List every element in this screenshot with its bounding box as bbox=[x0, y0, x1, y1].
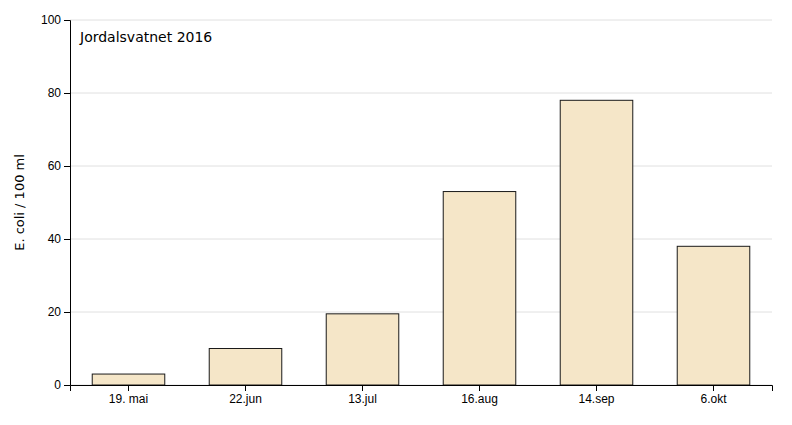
tick: 0 bbox=[54, 378, 70, 392]
tick-label: 0 bbox=[54, 378, 61, 392]
tick-mark bbox=[64, 166, 70, 167]
bar bbox=[443, 192, 516, 385]
bar bbox=[560, 100, 633, 385]
tick: 14.sep bbox=[578, 385, 614, 406]
tick-mark bbox=[362, 385, 363, 391]
tick-mark bbox=[64, 93, 70, 94]
bar bbox=[326, 314, 399, 385]
tick: 100 bbox=[41, 13, 70, 27]
tick: 40 bbox=[48, 232, 70, 246]
grid-line bbox=[70, 20, 772, 21]
grid-line bbox=[70, 239, 772, 240]
tick-mark bbox=[128, 385, 129, 391]
x-axis: 19. mai 22.jun 13.jul 16.aug 14.sep 6.okt bbox=[71, 385, 773, 406]
plot: 19. mai 22.jun 13.jul 16.aug 14.sep 6.okt 0 20 4… bbox=[41, 13, 773, 405]
tick-mark bbox=[596, 385, 597, 391]
tick-label: 6.okt bbox=[700, 392, 727, 406]
legend: Jordalsvatnet 2016 bbox=[79, 29, 212, 45]
y-axis: 0 20 40 60 80 100 bbox=[41, 13, 71, 392]
grid-line bbox=[70, 93, 772, 94]
bar bbox=[92, 374, 165, 385]
bars bbox=[92, 100, 750, 385]
y-axis-title: E. coli / 100 ml bbox=[12, 154, 27, 251]
tick-mark bbox=[245, 385, 246, 391]
tick-label: 80 bbox=[48, 86, 62, 100]
axis-line bbox=[71, 386, 773, 392]
tick-mark bbox=[64, 20, 70, 21]
tick: 20 bbox=[48, 305, 70, 319]
tick: 19. mai bbox=[109, 385, 148, 406]
axis-line bbox=[64, 21, 71, 386]
tick-mark bbox=[64, 385, 70, 386]
tick-mark bbox=[713, 385, 714, 391]
tick: 16.aug bbox=[461, 385, 498, 406]
grid-line bbox=[70, 312, 772, 313]
bar bbox=[677, 246, 750, 385]
tick-mark bbox=[479, 385, 480, 391]
tick-label: 20 bbox=[48, 305, 62, 319]
tick-label: 19. mai bbox=[109, 392, 148, 406]
tick-label: 40 bbox=[48, 232, 62, 246]
tick-label: 16.aug bbox=[461, 392, 498, 406]
tick-mark bbox=[64, 239, 70, 240]
legend-entry: Jordalsvatnet 2016 bbox=[79, 29, 212, 45]
grid bbox=[70, 20, 772, 385]
tick: 80 bbox=[48, 86, 70, 100]
tick: 13.jul bbox=[348, 385, 377, 406]
tick-label: 60 bbox=[48, 159, 62, 173]
tick-label: 13.jul bbox=[348, 392, 377, 406]
tick-label: 14.sep bbox=[578, 392, 614, 406]
bar bbox=[209, 349, 282, 386]
tick-label: 22.jun bbox=[229, 392, 262, 406]
tick: 60 bbox=[48, 159, 70, 173]
tick: 6.okt bbox=[700, 385, 727, 406]
tick: 22.jun bbox=[229, 385, 262, 406]
tick-mark bbox=[64, 312, 70, 313]
chart: 19. mai 22.jun 13.jul 16.aug 14.sep 6.okt 0 20 4… bbox=[0, 0, 792, 425]
tick-label: 100 bbox=[41, 13, 61, 27]
grid-line bbox=[70, 166, 772, 167]
